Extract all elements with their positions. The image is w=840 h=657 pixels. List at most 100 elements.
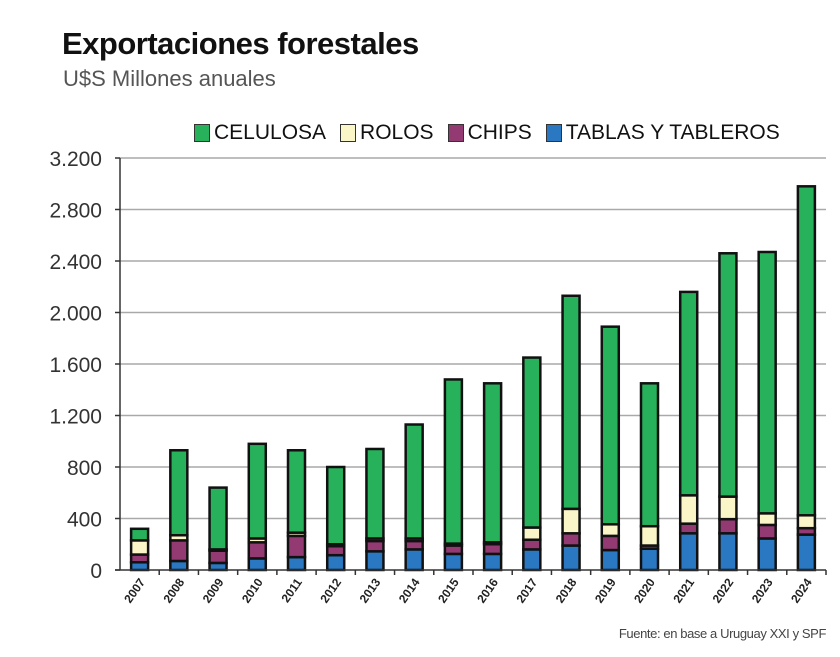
bar-segment-tablas-y-tableros (561, 544, 581, 572)
legend-item-celulosa: CELULOSA (194, 121, 326, 145)
bar-segment-rolos (757, 512, 777, 527)
legend-label-tablas: TABLAS Y TABLEROS (565, 121, 780, 144)
bar-segment-rolos (561, 507, 581, 535)
bar-segment-chips (600, 534, 621, 552)
bar-segment-rolos (796, 514, 817, 530)
legend-label-chips: CHIPS (467, 121, 532, 144)
bar-segment-tablas-y-tableros (796, 533, 817, 572)
y-tick-label: 3.200 (49, 148, 102, 171)
bar-segment-celulosa (286, 449, 307, 534)
bar-segment-celulosa (443, 378, 464, 545)
legend-label-rolos: ROLOS (360, 121, 434, 144)
bar-segment-rolos (639, 524, 660, 547)
bar-segment-celulosa (718, 252, 738, 498)
legend-swatch-tablas (545, 124, 562, 142)
x-tick-label: 2007 (121, 575, 148, 605)
legend-item-tablas: TABLAS Y TABLEROS (545, 121, 780, 145)
legend-item-rolos: ROLOS (340, 121, 434, 145)
bar-segment-chips (561, 532, 581, 547)
bar-segment-tablas-y-tableros (365, 550, 385, 572)
bar-segment-chips (208, 549, 228, 565)
bar-segment-rolos (678, 494, 699, 525)
x-tick-label: 2013 (357, 575, 384, 605)
x-tick-label: 2024 (788, 575, 815, 605)
bar-segment-tablas-y-tableros (522, 548, 542, 572)
y-tick-label: 1.200 (49, 406, 102, 429)
y-tick-label: 1.600 (49, 354, 102, 377)
y-tick-label: 2.000 (49, 303, 102, 326)
x-tick-label: 2018 (553, 575, 580, 605)
x-tick-label: 2023 (749, 575, 776, 605)
bar-segment-tablas-y-tableros (247, 557, 268, 572)
chart-title: Exportaciones forestales (62, 26, 419, 61)
bar-segment-celulosa (404, 423, 424, 540)
gridlines (120, 157, 826, 520)
bar-segment-tablas-y-tableros (639, 547, 660, 572)
bar-segment-chips (482, 543, 503, 556)
legend-swatch-chips (447, 124, 464, 142)
bar-segment-chips (522, 538, 542, 551)
x-tick-label: 2019 (592, 575, 619, 605)
source-note: Fuente: en base a Uruguay XXI y SPF (618, 626, 827, 641)
bar-segment-celulosa (247, 442, 268, 540)
bars (129, 185, 817, 572)
bar-segment-tablas-y-tableros (678, 532, 699, 572)
x-tick-label: 2014 (396, 575, 423, 605)
bar-segment-rolos (600, 523, 621, 538)
bar-segment-tablas-y-tableros (482, 552, 503, 572)
y-tick-label: 2.800 (49, 200, 102, 223)
bar-segment-celulosa (796, 185, 817, 517)
bar-segment-chips (678, 522, 699, 535)
bar-segment-tablas-y-tableros (325, 553, 346, 572)
bar-segment-chips (365, 539, 385, 553)
bar-segment-rolos (129, 539, 150, 556)
bar-segment-chips (404, 539, 424, 551)
x-tick-label: 2009 (200, 575, 227, 605)
legend-swatch-rolos (340, 124, 357, 142)
bar-segment-chips (247, 541, 268, 560)
bar-segment-celulosa (639, 382, 660, 528)
bar-segment-rolos (718, 495, 738, 521)
bar-segment-celulosa (482, 382, 503, 544)
y-tick-label: 2.400 (49, 251, 102, 274)
legend-swatch-celulosa (194, 124, 210, 142)
legend-label-celulosa: CELULOSA (214, 121, 327, 144)
bar-segment-tablas-y-tableros (286, 555, 307, 572)
chart-subtitle: U$S Millones anuales (63, 66, 276, 91)
bar-segment-celulosa (325, 465, 346, 546)
bar-segment-tablas-y-tableros (757, 537, 777, 572)
x-tick-label: 2010 (239, 575, 266, 605)
bar-segment-celulosa (522, 356, 542, 529)
legend: CELULOSA ROLOS CHIPS TABLAS Y TABLEROS (194, 121, 794, 145)
bar-segment-celulosa (757, 250, 777, 515)
bar-segment-chips (443, 544, 464, 556)
y-tick-label: 800 (67, 457, 102, 480)
bar-segment-chips (286, 534, 307, 559)
x-tick-label: 2008 (161, 575, 188, 605)
bar-segment-tablas-y-tableros (169, 559, 189, 572)
bar-segment-celulosa (561, 294, 581, 511)
x-tick-label: 2020 (631, 575, 658, 605)
bar-segment-chips (169, 539, 189, 563)
bar-segment-rolos (522, 526, 542, 541)
y-axis: 0 400 800 1.200 1.600 2.000 2.400 2.800 3.200 (49, 148, 121, 583)
y-tick-label: 400 (67, 509, 102, 532)
bar-segment-chips (757, 523, 777, 540)
x-tick-label: 2015 (435, 575, 462, 605)
bar-segment-chips (325, 544, 346, 557)
x-tick-label: 2012 (317, 575, 344, 605)
x-tick-label: 2021 (670, 575, 697, 605)
x-tick-label: 2011 (279, 575, 306, 605)
bar-segment-tablas-y-tableros (443, 552, 464, 572)
x-tick-label: 2016 (474, 575, 501, 605)
bar-segment-tablas-y-tableros (718, 532, 738, 572)
bar-segment-celulosa (365, 447, 385, 540)
x-axis: 2007 2008 2009 2010 2011 2012 2013 2014 2015 2016… (115, 569, 827, 606)
bar-segment-celulosa (600, 325, 621, 526)
bar-segment-chips (718, 517, 738, 535)
legend-item-chips: CHIPS (447, 121, 532, 145)
x-tick-label: 2022 (710, 575, 737, 605)
bar-segment-celulosa (678, 290, 699, 497)
bar-segment-tablas-y-tableros (404, 548, 424, 572)
